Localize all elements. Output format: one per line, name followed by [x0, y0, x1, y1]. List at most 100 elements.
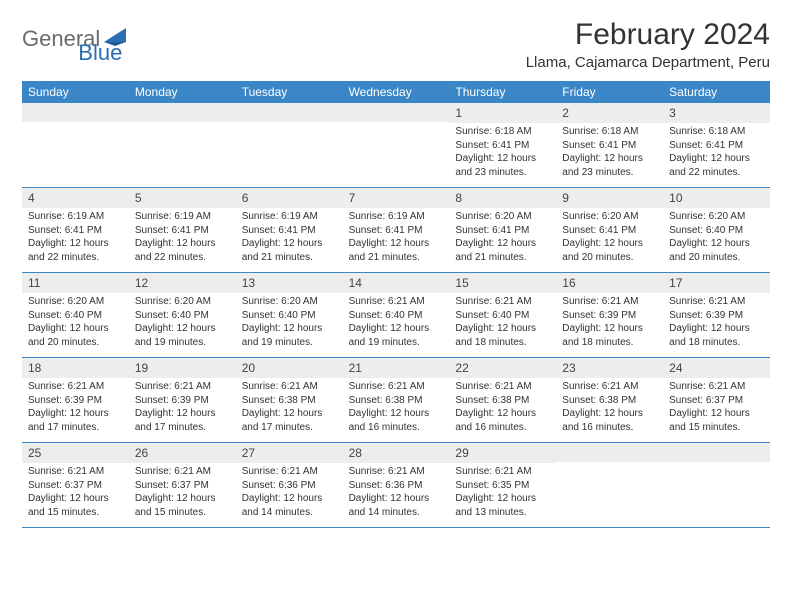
- day-details: Sunrise: 6:21 AMSunset: 6:38 PMDaylight:…: [449, 378, 556, 438]
- day-cell: 29Sunrise: 6:21 AMSunset: 6:35 PMDayligh…: [449, 443, 556, 527]
- calendar-body: 1Sunrise: 6:18 AMSunset: 6:41 PMDaylight…: [22, 103, 770, 528]
- day-number: 8: [449, 188, 556, 208]
- calendar: SundayMondayTuesdayWednesdayThursdayFrid…: [22, 81, 770, 528]
- day-number: 19: [129, 358, 236, 378]
- day-details: Sunrise: 6:19 AMSunset: 6:41 PMDaylight:…: [343, 208, 450, 268]
- day-cell: 13Sunrise: 6:20 AMSunset: 6:40 PMDayligh…: [236, 273, 343, 357]
- day-details: Sunrise: 6:21 AMSunset: 6:37 PMDaylight:…: [129, 463, 236, 523]
- day-number: 10: [663, 188, 770, 208]
- day-cell: [556, 443, 663, 527]
- day-details: Sunrise: 6:20 AMSunset: 6:40 PMDaylight:…: [129, 293, 236, 353]
- day-details: Sunrise: 6:21 AMSunset: 6:39 PMDaylight:…: [22, 378, 129, 438]
- day-details: Sunrise: 6:20 AMSunset: 6:40 PMDaylight:…: [236, 293, 343, 353]
- day-number: 22: [449, 358, 556, 378]
- day-details: Sunrise: 6:21 AMSunset: 6:37 PMDaylight:…: [663, 378, 770, 438]
- weekday-header: Saturday: [663, 81, 770, 103]
- day-cell: 12Sunrise: 6:20 AMSunset: 6:40 PMDayligh…: [129, 273, 236, 357]
- day-number: 28: [343, 443, 450, 463]
- day-cell: [236, 103, 343, 187]
- calendar-week: 18Sunrise: 6:21 AMSunset: 6:39 PMDayligh…: [22, 358, 770, 443]
- day-cell: 28Sunrise: 6:21 AMSunset: 6:36 PMDayligh…: [343, 443, 450, 527]
- day-details: Sunrise: 6:21 AMSunset: 6:36 PMDaylight:…: [236, 463, 343, 523]
- day-cell: [22, 103, 129, 187]
- header: General Blue February 2024 Llama, Cajama…: [22, 18, 770, 71]
- day-cell: 2Sunrise: 6:18 AMSunset: 6:41 PMDaylight…: [556, 103, 663, 187]
- day-details: Sunrise: 6:20 AMSunset: 6:40 PMDaylight:…: [22, 293, 129, 353]
- logo-blue: Blue: [78, 40, 122, 66]
- day-cell: 24Sunrise: 6:21 AMSunset: 6:37 PMDayligh…: [663, 358, 770, 442]
- day-cell: 23Sunrise: 6:21 AMSunset: 6:38 PMDayligh…: [556, 358, 663, 442]
- day-cell: 22Sunrise: 6:21 AMSunset: 6:38 PMDayligh…: [449, 358, 556, 442]
- calendar-week: 25Sunrise: 6:21 AMSunset: 6:37 PMDayligh…: [22, 443, 770, 528]
- day-details: Sunrise: 6:20 AMSunset: 6:40 PMDaylight:…: [663, 208, 770, 268]
- day-details: Sunrise: 6:21 AMSunset: 6:40 PMDaylight:…: [343, 293, 450, 353]
- day-number: [343, 103, 450, 122]
- calendar-week: 11Sunrise: 6:20 AMSunset: 6:40 PMDayligh…: [22, 273, 770, 358]
- page-title: February 2024: [526, 18, 770, 52]
- day-details: Sunrise: 6:21 AMSunset: 6:39 PMDaylight:…: [663, 293, 770, 353]
- day-number: 7: [343, 188, 450, 208]
- day-number: 5: [129, 188, 236, 208]
- day-number: 14: [343, 273, 450, 293]
- day-number: 6: [236, 188, 343, 208]
- weekday-header: Thursday: [449, 81, 556, 103]
- day-cell: 26Sunrise: 6:21 AMSunset: 6:37 PMDayligh…: [129, 443, 236, 527]
- day-number: 26: [129, 443, 236, 463]
- weekday-header: Wednesday: [343, 81, 450, 103]
- day-number: 20: [236, 358, 343, 378]
- title-block: February 2024 Llama, Cajamarca Departmen…: [526, 18, 770, 71]
- day-details: Sunrise: 6:21 AMSunset: 6:35 PMDaylight:…: [449, 463, 556, 523]
- day-cell: 10Sunrise: 6:20 AMSunset: 6:40 PMDayligh…: [663, 188, 770, 272]
- day-details: Sunrise: 6:21 AMSunset: 6:38 PMDaylight:…: [236, 378, 343, 438]
- day-cell: 1Sunrise: 6:18 AMSunset: 6:41 PMDaylight…: [449, 103, 556, 187]
- day-details: Sunrise: 6:21 AMSunset: 6:39 PMDaylight:…: [556, 293, 663, 353]
- calendar-week: 1Sunrise: 6:18 AMSunset: 6:41 PMDaylight…: [22, 103, 770, 188]
- day-details: Sunrise: 6:20 AMSunset: 6:41 PMDaylight:…: [556, 208, 663, 268]
- day-cell: 19Sunrise: 6:21 AMSunset: 6:39 PMDayligh…: [129, 358, 236, 442]
- day-details: Sunrise: 6:18 AMSunset: 6:41 PMDaylight:…: [556, 123, 663, 183]
- day-cell: 4Sunrise: 6:19 AMSunset: 6:41 PMDaylight…: [22, 188, 129, 272]
- day-details: Sunrise: 6:18 AMSunset: 6:41 PMDaylight:…: [449, 123, 556, 183]
- day-cell: 11Sunrise: 6:20 AMSunset: 6:40 PMDayligh…: [22, 273, 129, 357]
- day-cell: 9Sunrise: 6:20 AMSunset: 6:41 PMDaylight…: [556, 188, 663, 272]
- day-number: 16: [556, 273, 663, 293]
- logo: General Blue: [22, 18, 176, 52]
- day-cell: 18Sunrise: 6:21 AMSunset: 6:39 PMDayligh…: [22, 358, 129, 442]
- location-text: Llama, Cajamarca Department, Peru: [526, 54, 770, 71]
- day-number: [129, 103, 236, 122]
- day-number: 11: [22, 273, 129, 293]
- day-cell: [129, 103, 236, 187]
- day-cell: 15Sunrise: 6:21 AMSunset: 6:40 PMDayligh…: [449, 273, 556, 357]
- weekday-header: Sunday: [22, 81, 129, 103]
- day-number: [663, 443, 770, 462]
- day-cell: 6Sunrise: 6:19 AMSunset: 6:41 PMDaylight…: [236, 188, 343, 272]
- day-cell: 21Sunrise: 6:21 AMSunset: 6:38 PMDayligh…: [343, 358, 450, 442]
- day-cell: [663, 443, 770, 527]
- day-number: 24: [663, 358, 770, 378]
- day-cell: 14Sunrise: 6:21 AMSunset: 6:40 PMDayligh…: [343, 273, 450, 357]
- day-details: Sunrise: 6:21 AMSunset: 6:38 PMDaylight:…: [556, 378, 663, 438]
- day-number: 1: [449, 103, 556, 123]
- day-number: 23: [556, 358, 663, 378]
- day-cell: [343, 103, 450, 187]
- day-details: Sunrise: 6:19 AMSunset: 6:41 PMDaylight:…: [236, 208, 343, 268]
- day-cell: 20Sunrise: 6:21 AMSunset: 6:38 PMDayligh…: [236, 358, 343, 442]
- day-number: [236, 103, 343, 122]
- day-cell: 17Sunrise: 6:21 AMSunset: 6:39 PMDayligh…: [663, 273, 770, 357]
- day-cell: 8Sunrise: 6:20 AMSunset: 6:41 PMDaylight…: [449, 188, 556, 272]
- day-number: 2: [556, 103, 663, 123]
- day-details: Sunrise: 6:18 AMSunset: 6:41 PMDaylight:…: [663, 123, 770, 183]
- day-number: [556, 443, 663, 462]
- day-number: [22, 103, 129, 122]
- weekday-header: Monday: [129, 81, 236, 103]
- day-cell: 3Sunrise: 6:18 AMSunset: 6:41 PMDaylight…: [663, 103, 770, 187]
- weekday-header: Friday: [556, 81, 663, 103]
- day-number: 15: [449, 273, 556, 293]
- day-number: 29: [449, 443, 556, 463]
- day-number: 3: [663, 103, 770, 123]
- day-number: 9: [556, 188, 663, 208]
- day-number: 27: [236, 443, 343, 463]
- day-details: Sunrise: 6:19 AMSunset: 6:41 PMDaylight:…: [22, 208, 129, 268]
- weekday-header-row: SundayMondayTuesdayWednesdayThursdayFrid…: [22, 81, 770, 103]
- day-cell: 7Sunrise: 6:19 AMSunset: 6:41 PMDaylight…: [343, 188, 450, 272]
